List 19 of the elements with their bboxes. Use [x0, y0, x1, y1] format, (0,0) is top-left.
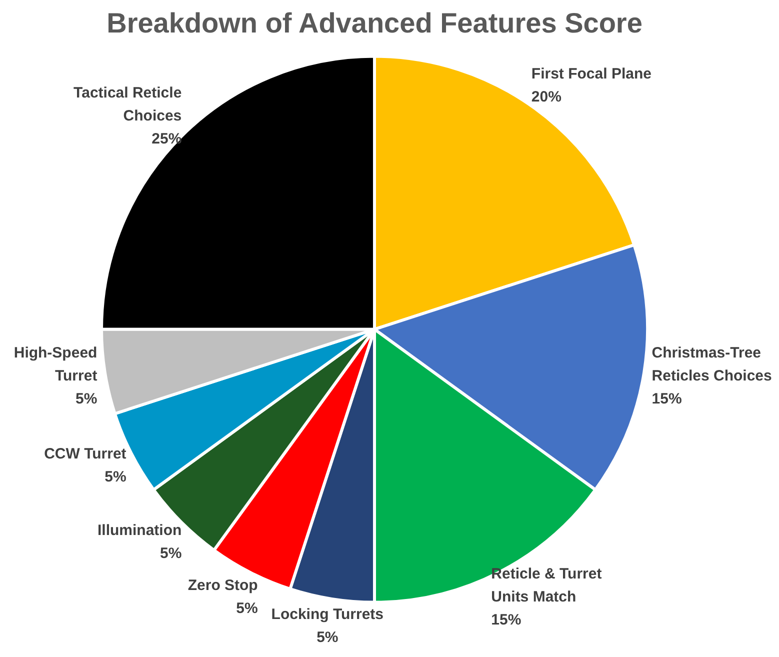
- slice-label: Tactical Reticle Choices: [74, 84, 182, 125]
- data-label: 5%: [160, 544, 182, 562]
- data-label: 5%: [236, 600, 258, 618]
- data-label: 5%: [104, 468, 126, 486]
- slice-label: Illumination: [97, 522, 182, 539]
- data-label: 5%: [76, 390, 98, 408]
- data-label: 5%: [316, 629, 338, 646]
- data-label: 20%: [531, 88, 562, 106]
- data-label: 15%: [491, 612, 522, 629]
- data-label: 15%: [652, 390, 682, 408]
- slice-label: First Focal Plane: [531, 65, 652, 82]
- data-label: 25%: [152, 130, 182, 148]
- slice-label: Locking Turrets: [271, 606, 384, 624]
- slice-label: Zero Stop: [188, 577, 258, 594]
- slice-label: Christmas-Tree Reticles Choices: [652, 344, 772, 385]
- slice-label: CCW Turret: [44, 446, 126, 463]
- slice-label: High-Speed Turret: [14, 344, 98, 385]
- slice-label: Reticle & Turret Units Match: [491, 566, 602, 606]
- chart-title: Breakdown of Advanced Features Score: [106, 8, 642, 39]
